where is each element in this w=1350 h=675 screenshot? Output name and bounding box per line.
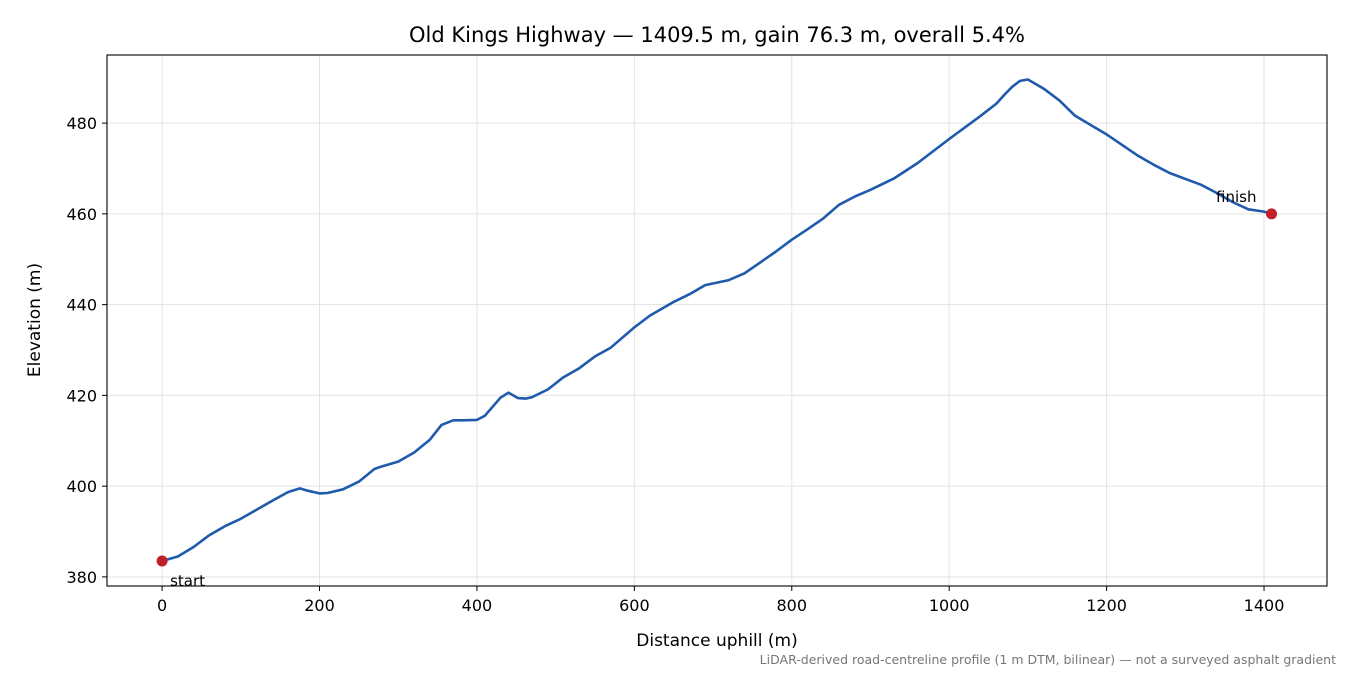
grid — [107, 55, 1327, 586]
plot-frame — [106, 54, 1328, 587]
markers-group: start finish — [156, 188, 1278, 590]
x-axis-label: Distance uphill (m) — [636, 631, 797, 651]
finish-label: finish — [1216, 188, 1256, 206]
footnote: LiDAR-derived road-centreline profile (1… — [760, 652, 1336, 667]
elevation-line — [160, 78, 1273, 563]
start-marker — [156, 555, 168, 567]
x-tick-label: 1000 — [929, 596, 970, 615]
x-tick-label: 600 — [619, 596, 650, 615]
x-tick-label: 400 — [462, 596, 493, 615]
x-tick-label: 200 — [304, 596, 335, 615]
x-tick-label: 1400 — [1244, 596, 1285, 615]
x-tick-label: 800 — [777, 596, 808, 615]
y-tick-label: 380 — [66, 568, 97, 587]
y-axis: 380 400 420 440 460 480 — [66, 114, 107, 587]
chart-title: Old Kings Highway — 1409.5 m, gain 76.3 … — [409, 23, 1025, 47]
finish-marker — [1266, 208, 1278, 220]
y-tick-label: 420 — [66, 386, 97, 405]
y-tick-label: 400 — [66, 477, 97, 496]
x-tick-label: 1200 — [1086, 596, 1127, 615]
y-axis-label: Elevation (m) — [25, 263, 45, 377]
series-group — [160, 78, 1273, 563]
y-tick-label: 480 — [66, 114, 97, 133]
y-tick-label: 460 — [66, 205, 97, 224]
x-tick-label: 0 — [157, 596, 167, 615]
y-tick-label: 440 — [66, 296, 97, 315]
start-label: start — [170, 572, 205, 590]
x-axis: 0 200 400 600 800 1000 1200 1400 — [157, 586, 1284, 615]
